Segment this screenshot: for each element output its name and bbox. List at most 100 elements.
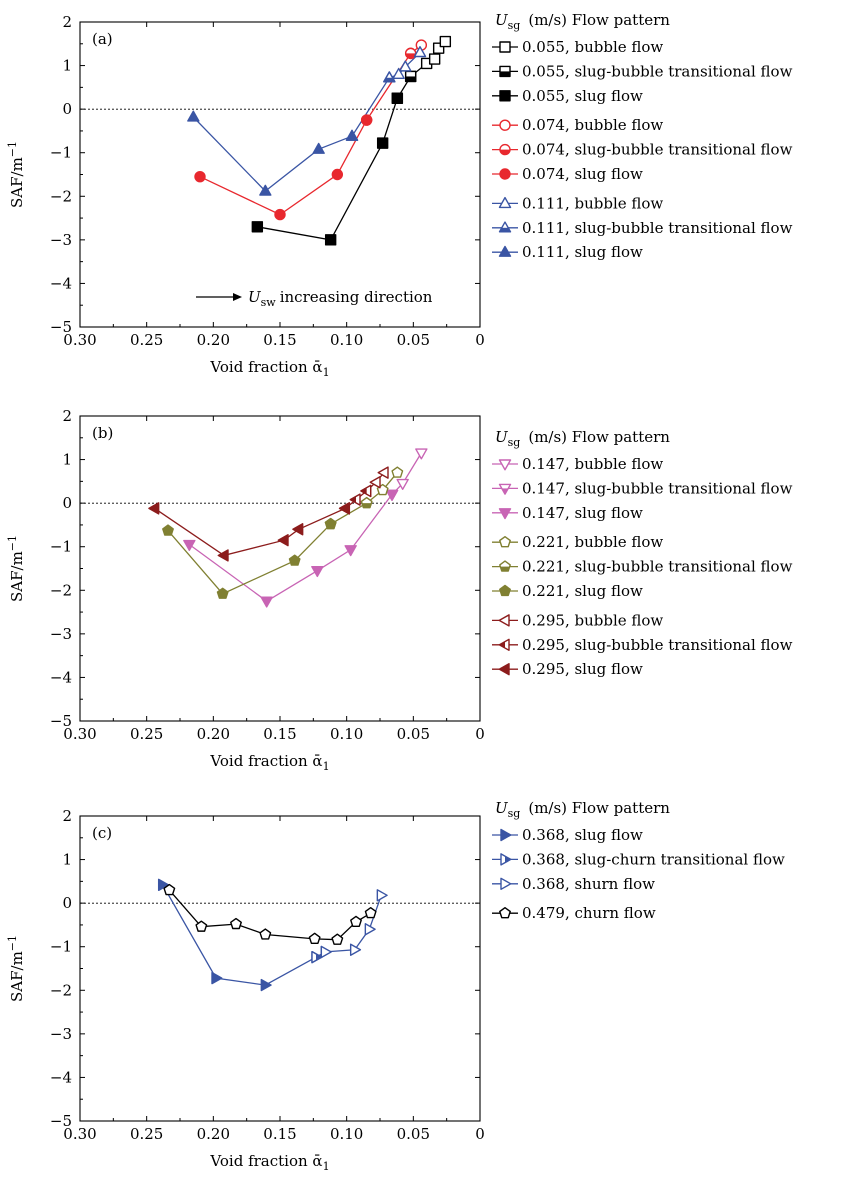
legend-label: 0.111, bubble flow (522, 194, 663, 212)
y-tick-label: 0 (62, 494, 72, 512)
legend-item: 0.221, bubble flow (492, 533, 663, 551)
data-point (331, 933, 344, 945)
data-point (399, 60, 412, 72)
legend-header-text: (m/s) Flow pattern (528, 11, 670, 29)
marker-half-fill (360, 485, 367, 497)
legend-label: 0.111, slug-bubble transitional flow (522, 219, 793, 237)
legend-label: 0.055, slug flow (522, 87, 643, 105)
marker-shape (324, 517, 337, 530)
data-point (274, 208, 286, 221)
y-tick-label: 2 (62, 407, 72, 425)
marker-half-fill (500, 149, 510, 155)
x-tick-label: 0 (475, 725, 485, 743)
data-point (288, 554, 301, 566)
data-point (428, 53, 441, 65)
marker-shape (320, 945, 332, 959)
legend-label: 0.147, bubble flow (522, 455, 663, 473)
data-point (360, 114, 373, 126)
marker-shape (251, 221, 264, 233)
marker-shape (391, 466, 404, 478)
y-axis-label: SAF/m−1 (6, 535, 26, 602)
data-point (195, 920, 208, 932)
y-tick-label: −2 (50, 981, 72, 999)
annotation-label: increasing direction (280, 288, 433, 306)
y-axis-label: SAF/m−1 (6, 141, 26, 208)
data-point (312, 142, 325, 154)
legend-header-text: (m/s) Flow pattern (528, 428, 670, 446)
legend-panel-3: Usg (m/s) Flow pattern 0.368, slug flow 0.3… (492, 799, 785, 922)
legend-item: 0.221, slug-bubble transitional flow (492, 558, 793, 576)
data-point (338, 502, 351, 515)
y-tick-label: 1 (62, 57, 72, 75)
marker-shape (415, 448, 428, 460)
marker-shape (157, 878, 170, 892)
x-axis-label: Void fraction ᾱ1 (209, 358, 329, 379)
marker-shape (499, 41, 511, 53)
legend-item: 0.055, bubble flow (492, 38, 663, 56)
y-tick-label: −5 (50, 1112, 72, 1130)
legend-header-sub: sg (508, 807, 521, 820)
marker-shape (499, 584, 511, 597)
marker-half-fill (499, 566, 511, 572)
marker-shape (350, 915, 362, 928)
data-point (259, 928, 272, 940)
marker-shape (344, 545, 357, 557)
legend-item: 0.368, slug-churn transitional flow (492, 850, 785, 868)
y-axis-label-main: SAF/m (8, 951, 26, 1002)
data-point (311, 565, 324, 578)
y-axis-label: SAF/m−1 (6, 935, 26, 1002)
marker-shape (259, 928, 272, 940)
legend-marker (498, 245, 512, 257)
marker-shape (428, 53, 441, 65)
x-tick-label: 0.30 (63, 725, 96, 743)
x-tick-label: 0 (475, 331, 485, 349)
marker-shape (396, 478, 409, 490)
marker-half-fill (500, 71, 510, 77)
x-axis-label-sub: 1 (323, 760, 330, 773)
annotation-sub: sw (261, 296, 277, 309)
data-point (260, 978, 272, 992)
y-tick-label: −2 (50, 187, 72, 205)
legend-item: 0.147, slug-bubble transitional flow (492, 479, 793, 497)
chart-panel-2: 0.30 0.25 0.20 0.15 0.10 0.05 0 −5 −4 −3 −2 −1 0 1 2 (b… (6, 407, 485, 773)
marker-shape (274, 208, 286, 221)
series-line (257, 98, 398, 241)
y-tick-label: −1 (50, 538, 72, 556)
legend-item: 0.295, bubble flow (492, 611, 663, 629)
marker-shape (499, 536, 511, 548)
plot-frame (79, 815, 481, 1122)
data-point (211, 971, 223, 985)
marker-shape (331, 933, 344, 945)
marker-shape (338, 502, 351, 515)
series-line (351, 77, 390, 137)
legend-marker (499, 143, 511, 156)
marker-half-fill (505, 853, 511, 865)
series-line (192, 116, 353, 192)
marker-shape (187, 110, 200, 122)
marker-shape (376, 889, 388, 902)
y-tick-label: 2 (62, 807, 72, 825)
x-axis-label: Void fraction ᾱ1 (209, 752, 329, 773)
data-point (344, 545, 357, 557)
marker-shape (260, 978, 272, 992)
data-point (404, 70, 417, 83)
y-tick-label: −4 (50, 668, 72, 686)
legend-marker (499, 536, 511, 548)
marker-shape (498, 614, 510, 627)
marker-shape (259, 184, 272, 196)
marker-shape (439, 35, 452, 48)
marker-shape (260, 596, 273, 608)
marker-shape (230, 917, 242, 930)
legend-header-symbol: U (495, 11, 509, 29)
legend-item: 0.368, shurn flow (492, 875, 655, 893)
legend-item: 0.111, slug-bubble transitional flow (492, 219, 793, 237)
legend-marker (499, 65, 511, 78)
y-tick-label: −1 (50, 144, 72, 162)
legend-header-sub: sg (508, 436, 521, 449)
legend-header: Usg (m/s) Flow pattern (495, 428, 670, 449)
x-tick-label: 0.15 (263, 331, 296, 349)
chart-panel-1: 0.30 0.25 0.20 0.15 0.10 0.05 0 −5 −4 −3 −2 −1 0 1 2 (a… (6, 13, 485, 379)
data-point (392, 67, 405, 79)
legend-item: 0.111, bubble flow (492, 194, 663, 212)
